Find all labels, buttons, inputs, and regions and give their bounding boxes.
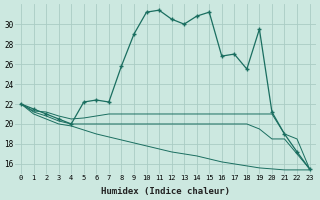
X-axis label: Humidex (Indice chaleur): Humidex (Indice chaleur)	[101, 187, 230, 196]
